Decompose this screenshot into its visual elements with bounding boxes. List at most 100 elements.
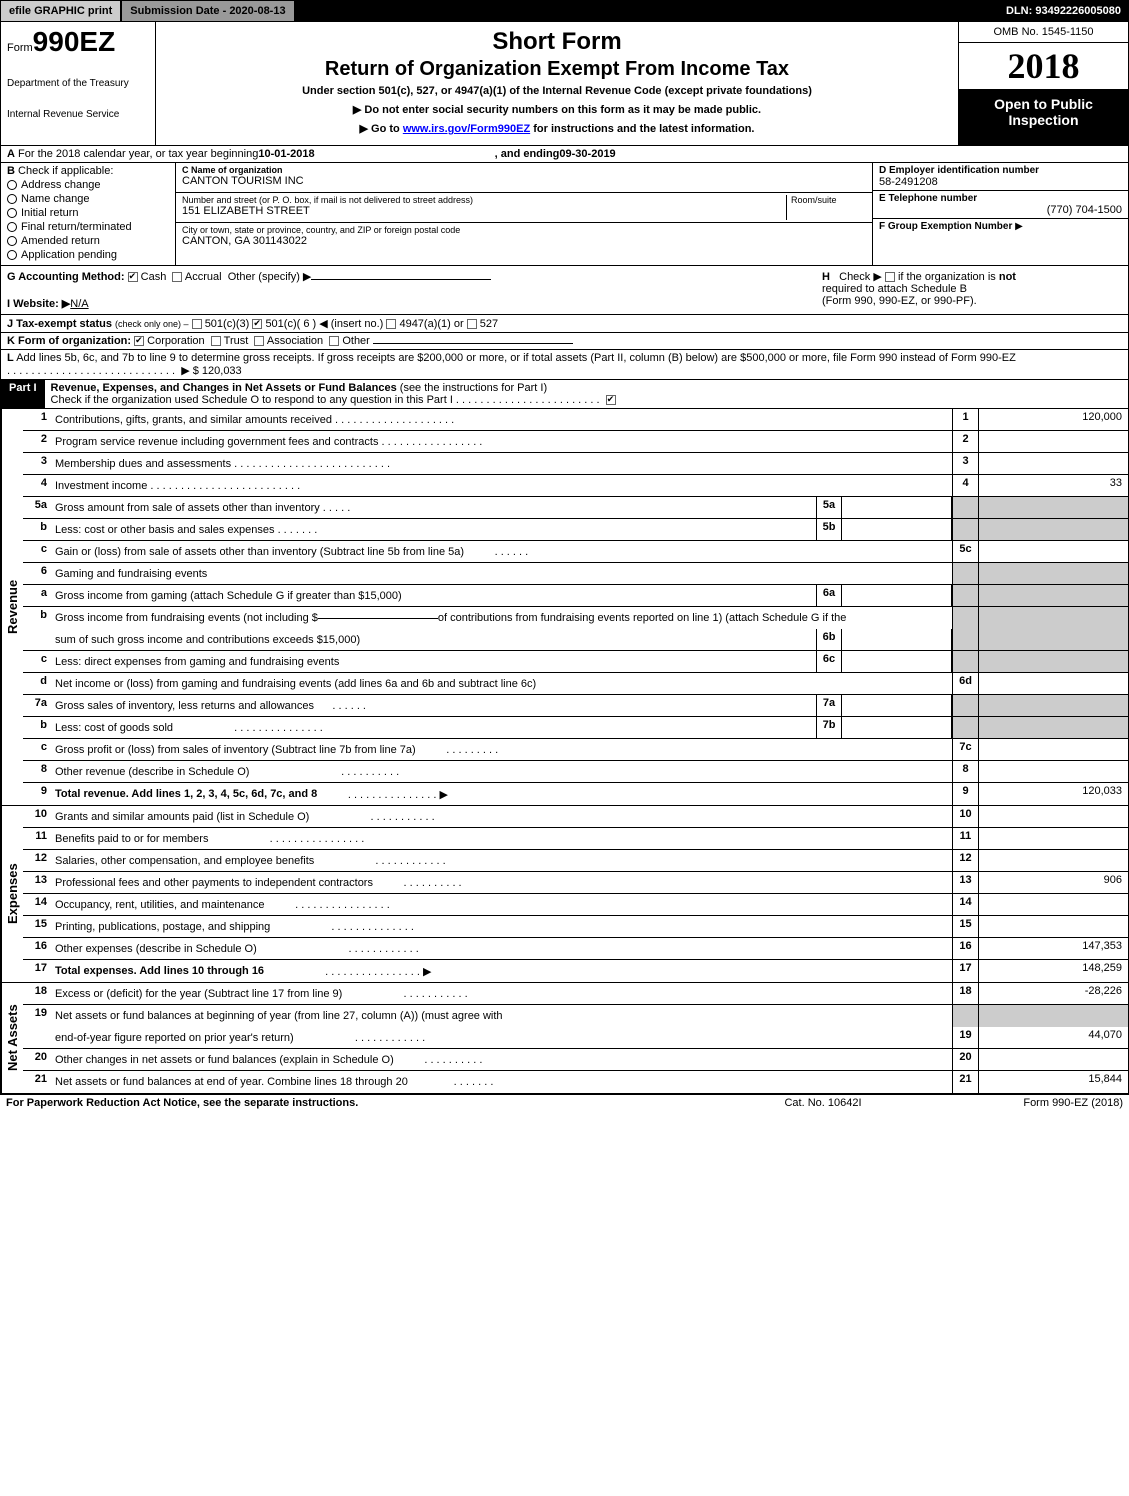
lbl-other-org: Other [342, 335, 370, 347]
r18-val: -28,226 [978, 983, 1128, 1004]
r3-num: 3 [23, 453, 51, 474]
r21-desc: Net assets or fund balances at end of ye… [51, 1071, 952, 1093]
lbl-501c3: 501(c)(3) [205, 318, 250, 330]
r7a-outnum-shade [952, 695, 978, 716]
r6a-num: a [23, 585, 51, 606]
r18-desc: Excess or (deficit) for the year (Subtra… [51, 983, 952, 1004]
r5a-midval [842, 497, 952, 518]
r10-val [978, 806, 1128, 827]
line-a-text: For the 2018 calendar year, or tax year … [18, 148, 258, 160]
line-j: J Tax-exempt status (check only one) – 5… [0, 315, 1129, 333]
lbl-assoc: Association [267, 335, 323, 347]
h-not: not [999, 271, 1016, 283]
part-i-header: Part I Revenue, Expenses, and Changes in… [0, 380, 1129, 409]
r5a-outval-shade [978, 497, 1128, 518]
r6a-midval [842, 585, 952, 606]
chk-cash[interactable] [128, 272, 138, 282]
r6-outnum-shade [952, 563, 978, 584]
r6a-outval-shade [978, 585, 1128, 606]
r15-num: 15 [23, 916, 51, 937]
chk-501c[interactable] [252, 319, 262, 329]
r6a-desc: Gross income from gaming (attach Schedul… [51, 585, 816, 606]
tax-year: 2018 [959, 43, 1128, 90]
r7c-desc: Gross profit or (loss) from sales of inv… [51, 739, 952, 760]
section-bcdef: B Check if applicable: Address change Na… [0, 163, 1129, 266]
lbl-accrual: Accrual [185, 271, 222, 283]
title-return: Return of Organization Exempt From Incom… [164, 58, 950, 81]
r12-outnum: 12 [952, 850, 978, 871]
chk-assoc[interactable] [254, 336, 264, 346]
chk-accrual[interactable] [172, 272, 182, 282]
form-number: 990EZ [33, 26, 116, 57]
submission-date-label: Submission Date - 2020-08-13 [121, 0, 294, 22]
r7a-midval [842, 695, 952, 716]
r6d-desc: Net income or (loss) from gaming and fun… [51, 673, 952, 694]
r3-desc: Membership dues and assessments . . . . … [51, 453, 952, 474]
r6-outval-shade [978, 563, 1128, 584]
f-label: F Group Exemption Number [879, 221, 1012, 232]
side-net-assets: Net Assets [1, 983, 23, 1093]
chk-501c3[interactable] [192, 319, 202, 329]
r1-outnum: 1 [952, 409, 978, 430]
r16-outnum: 16 [952, 938, 978, 959]
efile-print-button[interactable]: efile GRAPHIC print [0, 0, 121, 22]
r6d-val [978, 673, 1128, 694]
r20-val [978, 1049, 1128, 1070]
r7c-outnum: 7c [952, 739, 978, 760]
section-b: B Check if applicable: Address change Na… [1, 163, 176, 265]
r6a-midnum: 6a [816, 585, 842, 606]
chk-final-return[interactable] [7, 222, 17, 232]
h-desc3: (Form 990, 990-EZ, or 990-PF). [822, 295, 1122, 307]
open-to-public: Open to Public Inspection [959, 90, 1128, 145]
r10-num: 10 [23, 806, 51, 827]
r6b-num: b [23, 607, 51, 629]
r6b-outval-shade2 [978, 629, 1128, 650]
r6b-midval [842, 629, 952, 650]
r10-desc: Grants and similar amounts paid (list in… [51, 806, 952, 827]
footer-cat-no: Cat. No. 10642I [723, 1097, 923, 1109]
chk-part-i-sched-o[interactable] [606, 395, 616, 405]
chk-address-change[interactable] [7, 180, 17, 190]
r6c-outval-shade [978, 651, 1128, 672]
chk-other-org[interactable] [329, 336, 339, 346]
r6-desc: Gaming and fundraising events [51, 563, 952, 584]
r2-outnum: 2 [952, 431, 978, 452]
r14-val [978, 894, 1128, 915]
chk-application-pending[interactable] [7, 250, 17, 260]
d-label: D Employer identification number [879, 165, 1039, 176]
chk-trust[interactable] [211, 336, 221, 346]
r19-outnum: 19 [952, 1027, 978, 1048]
r8-num: 8 [23, 761, 51, 782]
revenue-grid: Revenue 1Contributions, gifts, grants, a… [0, 409, 1129, 806]
r7b-desc: Less: cost of goods sold . . . . . . . .… [51, 717, 816, 738]
r2-num: 2 [23, 431, 51, 452]
r7a-desc: Gross sales of inventory, less returns a… [51, 695, 816, 716]
chk-initial-return[interactable] [7, 208, 17, 218]
line-a-begin: 10-01-2018 [258, 148, 314, 160]
r6-num: 6 [23, 563, 51, 584]
lbl-address-change: Address change [21, 179, 101, 191]
r7b-midnum: 7b [816, 717, 842, 738]
r7a-num: 7a [23, 695, 51, 716]
irs-link[interactable]: www.irs.gov/Form990EZ [403, 123, 530, 135]
chk-4947[interactable] [386, 319, 396, 329]
chk-amended-return[interactable] [7, 236, 17, 246]
i-label: I Website: ▶ [7, 298, 70, 310]
r11-outnum: 11 [952, 828, 978, 849]
r19b-num [23, 1027, 51, 1048]
chk-h[interactable] [885, 272, 895, 282]
r11-desc: Benefits paid to or for members . . . . … [51, 828, 952, 849]
goto-pre: ▶ Go to [360, 123, 403, 135]
r7c-val [978, 739, 1128, 760]
chk-527[interactable] [467, 319, 477, 329]
section-def: D Employer identification number 58-2491… [873, 163, 1128, 265]
chk-name-change[interactable] [7, 194, 17, 204]
k-label: K Form of organization: [7, 335, 131, 347]
line-l: L Add lines 5b, 6c, and 7b to line 9 to … [0, 350, 1129, 380]
d-ein: 58-2491208 [879, 176, 1122, 188]
r9-outnum: 9 [952, 783, 978, 805]
net-assets-grid: Net Assets 18Excess or (deficit) for the… [0, 983, 1129, 1094]
page-footer: For Paperwork Reduction Act Notice, see … [0, 1094, 1129, 1111]
chk-corp[interactable] [134, 336, 144, 346]
r7c-num: c [23, 739, 51, 760]
